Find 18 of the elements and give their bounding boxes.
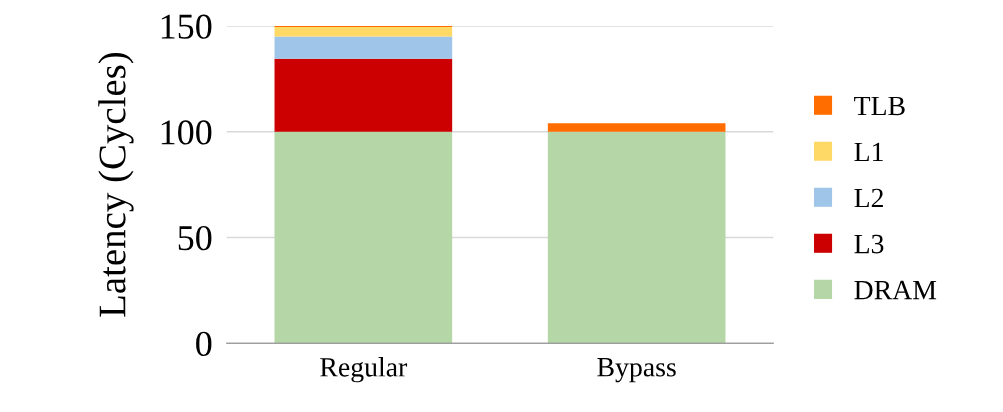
bar xyxy=(547,131,726,344)
bar xyxy=(274,27,453,37)
legend-label: L3 xyxy=(854,234,884,254)
bar xyxy=(547,123,726,132)
legend-label: TLB xyxy=(854,96,905,116)
legend-label: L2 xyxy=(854,188,883,208)
y-tick-label: 50 xyxy=(178,225,212,251)
y-tick-label: 0 xyxy=(196,331,212,357)
legend-label: DRAM xyxy=(854,280,937,300)
y-tick-label: 100 xyxy=(161,120,212,145)
y-tick-label: 150 xyxy=(161,14,212,39)
legend-label: L1 xyxy=(854,142,883,162)
y-axis-title: Latency (Cycles) xyxy=(98,52,134,317)
x-tick-label: Bypass xyxy=(597,358,676,383)
bar xyxy=(274,36,453,59)
bar xyxy=(274,131,453,344)
x-tick-label: Regular xyxy=(320,357,408,383)
bar xyxy=(274,58,453,132)
